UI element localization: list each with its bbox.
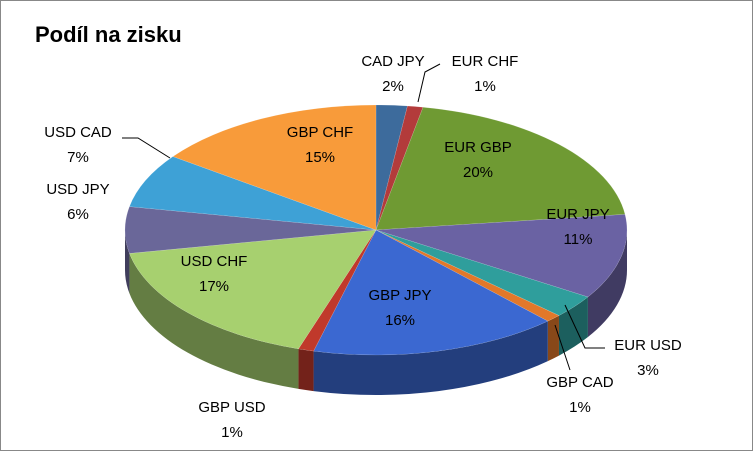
chart-title: Podíl na zisku — [35, 22, 182, 47]
category-label: GBP CHF — [287, 124, 353, 141]
slice — [375, 229, 560, 322]
value-label: 16% — [385, 312, 415, 329]
slice — [375, 106, 626, 231]
category-label: USD JPY — [46, 181, 109, 198]
value-label: 11% — [564, 231, 593, 248]
value-label: 20% — [463, 164, 493, 181]
value-label: 3% — [637, 362, 659, 379]
slice-side — [129, 253, 299, 389]
category-label: EUR USD — [614, 337, 682, 354]
slice — [375, 214, 628, 298]
slice — [172, 104, 377, 231]
value-label: 15% — [305, 149, 335, 166]
value-label: 7% — [67, 149, 89, 166]
leader-line — [564, 304, 605, 349]
slice — [313, 229, 549, 356]
slice — [375, 104, 408, 231]
slice — [124, 206, 377, 254]
category-label: USD CAD — [44, 124, 112, 141]
slice-side — [313, 321, 548, 396]
value-label: 17% — [199, 278, 229, 295]
value-label: 2% — [382, 78, 404, 95]
slice-side — [125, 230, 130, 294]
slice — [298, 229, 377, 352]
slice — [129, 229, 377, 350]
category-label: USD CHF — [181, 253, 248, 270]
category-label: GBP JPY — [368, 287, 431, 304]
slice-side — [298, 348, 314, 392]
category-label: EUR JPY — [546, 206, 609, 223]
value-label: 1% — [474, 78, 496, 95]
leader-line — [554, 324, 571, 371]
value-label: 1% — [569, 399, 591, 416]
category-label: GBP USD — [198, 399, 265, 416]
slice — [375, 105, 424, 231]
leader-line — [122, 137, 171, 159]
category-label: EUR CHF — [452, 53, 519, 70]
value-label: 1% — [221, 424, 243, 441]
value-label: 6% — [67, 206, 89, 223]
leader-line — [417, 63, 441, 103]
slice — [129, 156, 377, 231]
slice-side — [547, 315, 559, 362]
category-label: GBP CAD — [546, 374, 613, 391]
slice — [375, 229, 589, 316]
category-label: EUR GBP — [444, 139, 512, 156]
category-label: CAD JPY — [361, 53, 424, 70]
slice-side — [558, 296, 588, 356]
slice-side — [587, 230, 627, 337]
